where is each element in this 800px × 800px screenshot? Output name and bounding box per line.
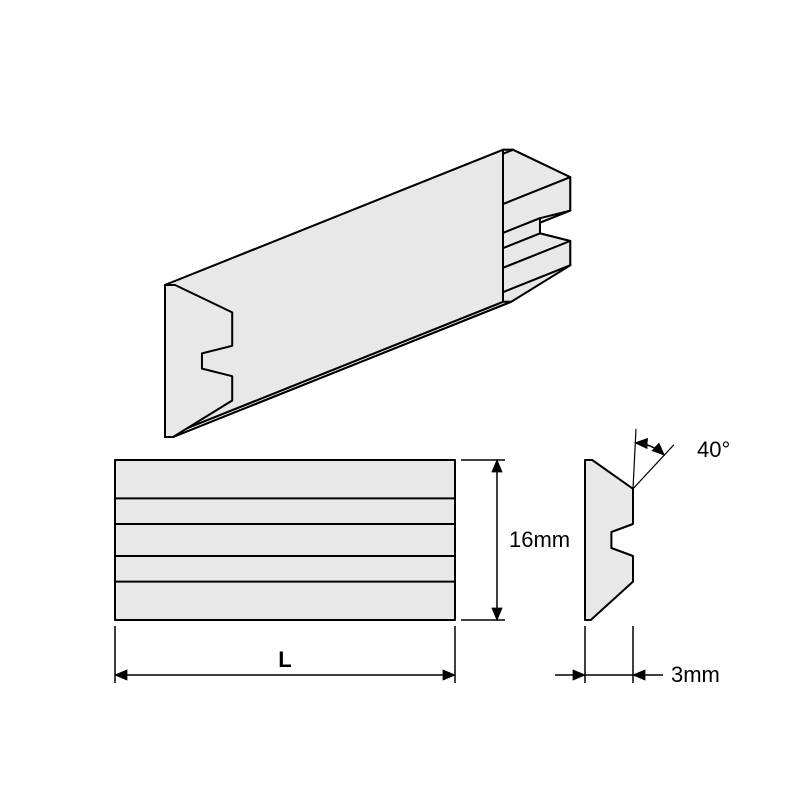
- side-profile: [585, 460, 633, 620]
- dim-angle-label: 40°: [697, 437, 730, 462]
- isometric-view: [165, 150, 570, 437]
- dim-length-label: L: [278, 647, 291, 672]
- side-profile-view: [585, 460, 633, 620]
- front-view: [115, 460, 455, 620]
- dim-height-label: 16mm: [509, 527, 570, 552]
- technical-drawing: L 16mm 3mm 40°: [0, 0, 800, 800]
- dim-thickness-label: 3mm: [671, 662, 720, 687]
- dim-angle-arc: [635, 443, 664, 455]
- front-face: [115, 460, 455, 620]
